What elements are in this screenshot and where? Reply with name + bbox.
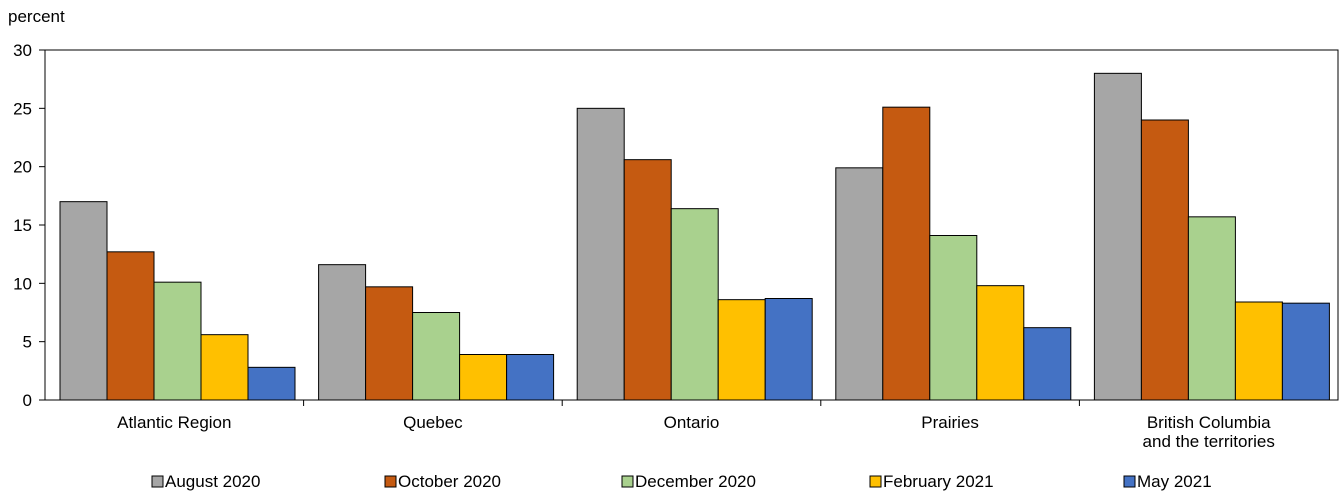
y-tick-label: 30 xyxy=(13,41,32,60)
y-tick-label: 10 xyxy=(13,274,32,293)
bar xyxy=(576,107,625,401)
y-axis-ticks: 0 5 10 15 20 25 30 xyxy=(13,41,45,410)
bar xyxy=(717,299,766,401)
y-tick-label: 25 xyxy=(13,99,32,118)
x-tick-label: and the territories xyxy=(1143,432,1275,451)
bar xyxy=(412,312,461,401)
x-tick-label: Prairies xyxy=(921,413,979,432)
bar xyxy=(1093,72,1142,401)
y-tick-label: 0 xyxy=(23,391,32,410)
bar xyxy=(764,298,813,401)
y-axis-label: percent xyxy=(8,7,65,26)
bar xyxy=(835,167,884,401)
legend-swatch xyxy=(151,475,164,488)
legend-label: February 2021 xyxy=(883,472,994,491)
y-tick-label: 20 xyxy=(13,158,32,177)
bar xyxy=(318,264,367,401)
bar xyxy=(506,354,555,401)
x-tick-label: Atlantic Region xyxy=(117,413,231,432)
bar xyxy=(365,286,414,401)
bar xyxy=(1234,301,1283,401)
bar xyxy=(106,251,155,401)
bar xyxy=(1281,302,1330,401)
legend-label: December 2020 xyxy=(635,472,756,491)
bar xyxy=(670,208,719,401)
bar xyxy=(1187,216,1236,401)
bar xyxy=(976,285,1025,401)
bar xyxy=(59,201,108,401)
y-tick-label: 5 xyxy=(23,333,32,352)
legend-swatch xyxy=(384,475,397,488)
bar xyxy=(200,334,249,401)
bar xyxy=(882,106,931,401)
x-tick-label: Quebec xyxy=(403,413,463,432)
legend: August 2020 October 2020 December 2020 Febr… xyxy=(151,472,1212,491)
bar xyxy=(459,354,508,401)
y-tick-label: 15 xyxy=(13,216,32,235)
bar xyxy=(929,235,978,401)
bar xyxy=(247,366,296,401)
legend-swatch xyxy=(1123,475,1136,488)
legend-label: October 2020 xyxy=(398,472,501,491)
bar xyxy=(1140,119,1189,401)
x-tick-label: British Columbia xyxy=(1147,413,1271,432)
x-axis-labels: Atlantic Region Quebec Ontario Prairies Brit… xyxy=(117,413,1275,451)
bar xyxy=(153,281,202,401)
bars xyxy=(59,72,1330,401)
plot-frame xyxy=(44,49,1339,401)
legend-swatch xyxy=(869,475,882,488)
legend-swatch xyxy=(621,475,634,488)
axes xyxy=(44,49,1339,406)
bar xyxy=(1023,327,1072,401)
legend-label: May 2021 xyxy=(1137,472,1212,491)
legend-label: August 2020 xyxy=(165,472,260,491)
bar xyxy=(623,159,672,401)
x-tick-label: Ontario xyxy=(664,413,720,432)
